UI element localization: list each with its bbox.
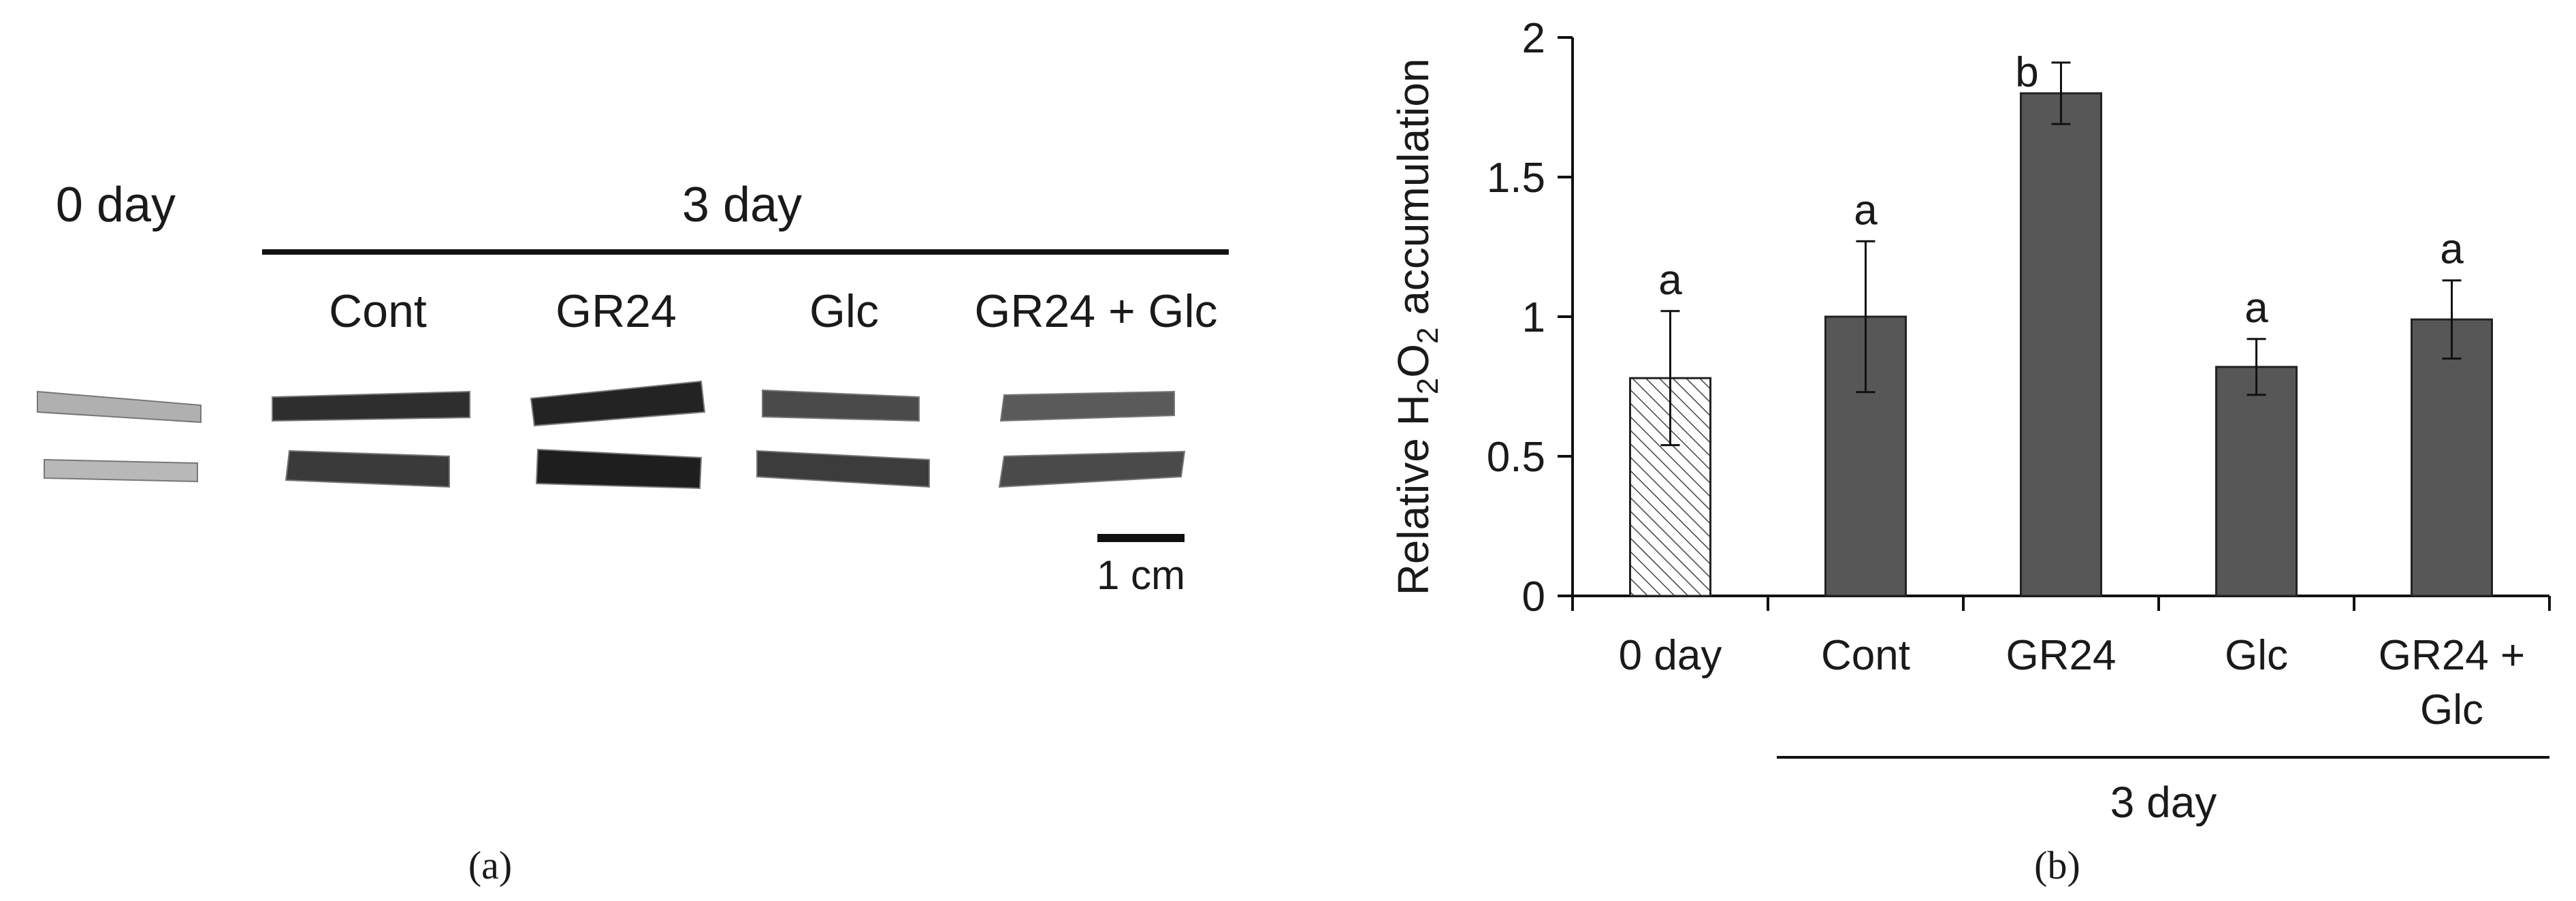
- leaf-cont-top: [272, 390, 470, 422]
- y-tick-label: 2: [1522, 15, 1545, 62]
- column-label-gr24-glc: GR24 + Glc: [974, 285, 1217, 337]
- x-tick-label: GR24 +: [2379, 632, 2525, 679]
- leaf-0day-bottom: [44, 458, 198, 483]
- column-label-glc: Glc: [809, 285, 879, 337]
- leaf-glc-bottom: [756, 449, 930, 488]
- bars: [1629, 92, 2493, 597]
- x-tick-label: GR24: [2006, 632, 2116, 679]
- bar-glc: [2215, 366, 2298, 597]
- group-label-3-day-b: 3 day: [2110, 778, 2217, 827]
- significance-letter: a: [1658, 257, 1682, 304]
- panel-b-chart: 0 0.5 1 1.5 2 a a b a a 0 day Cont GR24 Glc GR24 + Gl…: [1389, 15, 2551, 887]
- y-axis: 0 0.5 1 1.5 2: [1487, 15, 1574, 620]
- column-label-gr24: GR24: [556, 285, 677, 337]
- x-tick-labels: 0 day Cont GR24 Glc GR24 + Glc: [1619, 632, 2526, 733]
- significance-letters: a a b a a: [1658, 49, 2464, 332]
- y-axis-label: Relative H2O2 accumulation: [1389, 59, 1445, 596]
- y-tick-label: 1.5: [1487, 155, 1545, 202]
- leaf-glc-top: [762, 389, 920, 422]
- leaf-gr24glc-bottom: [998, 450, 1186, 488]
- error-bars: [1660, 61, 2462, 447]
- panel-a-label: (a): [468, 843, 512, 887]
- y-tick-label: 0: [1522, 573, 1545, 620]
- x-tick-label: Glc: [2225, 632, 2288, 679]
- bar-gr24: [2020, 92, 2102, 597]
- x-tick-label: Glc: [2420, 686, 2483, 733]
- leaf-gr24glc-top: [999, 390, 1175, 422]
- x-tick-label: 0 day: [1619, 632, 1722, 679]
- significance-letter: a: [1854, 187, 1878, 234]
- x-axis: [1571, 595, 2551, 611]
- y-tick-label: 1: [1522, 294, 1545, 341]
- group-label-0-day: 0 day: [56, 178, 176, 232]
- group-label-3-day: 3 day: [682, 178, 802, 232]
- y-tick-label: 0.5: [1487, 434, 1545, 481]
- significance-letter: a: [2244, 285, 2268, 332]
- scale-bar-label: 1 cm: [1097, 552, 1185, 598]
- leaf-gr24-bottom: [535, 448, 703, 490]
- panel-b-label: (b): [2034, 843, 2080, 887]
- x-tick-label: Cont: [1821, 632, 1910, 679]
- significance-letter: a: [2440, 226, 2464, 273]
- significance-letter: b: [2015, 49, 2038, 96]
- bar-gr24-glc: [2411, 318, 2493, 597]
- panel-a: 0 day 3 day Cont GR24 Glc GR24 + Glc 1 c…: [37, 178, 1229, 887]
- leaf-segments: [37, 380, 1186, 490]
- leaf-gr24-top: [530, 380, 706, 427]
- column-label-cont: Cont: [329, 285, 427, 337]
- leaf-0day-top: [37, 390, 202, 424]
- leaf-cont-bottom: [285, 449, 450, 488]
